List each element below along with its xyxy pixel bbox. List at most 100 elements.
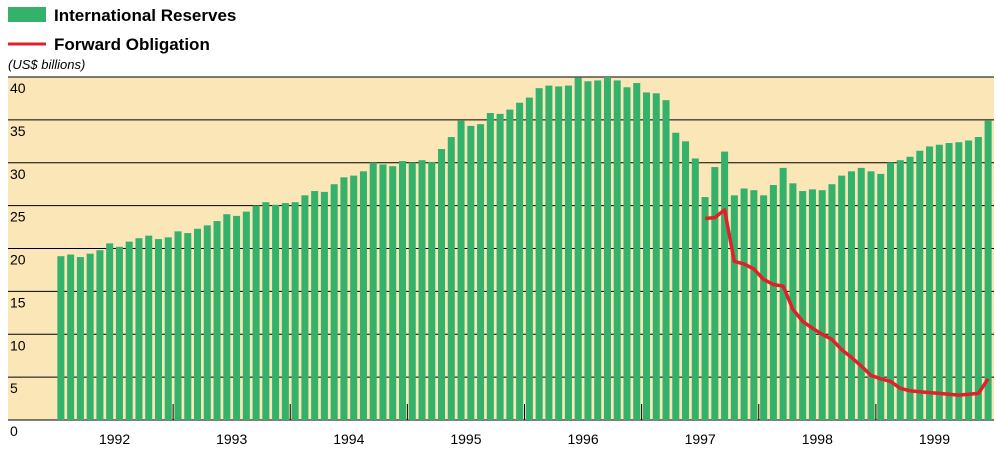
bar (350, 175, 358, 420)
bar (769, 185, 777, 420)
y-tick-label: 35 (10, 123, 26, 139)
bar (57, 256, 65, 420)
x-tick-label: 1996 (567, 431, 598, 447)
bar (555, 86, 563, 421)
y-tick-label: 10 (10, 337, 26, 353)
bar (642, 92, 651, 420)
bar (965, 140, 973, 420)
bar (467, 125, 475, 420)
bar (974, 137, 982, 420)
y-tick-label: 25 (10, 209, 26, 225)
bar (623, 87, 631, 420)
bar (525, 97, 533, 420)
x-tick-label: 1993 (216, 431, 247, 447)
bar (516, 102, 524, 420)
line (704, 208, 990, 397)
bar (740, 188, 748, 420)
bar (379, 164, 387, 420)
y-tick-label: 15 (10, 294, 26, 310)
x-tick-label: 1997 (685, 431, 716, 447)
bar (438, 149, 446, 420)
y-tick-label: 40 (10, 80, 26, 96)
bar (721, 151, 729, 421)
bar (779, 167, 787, 420)
bar (682, 141, 690, 420)
bar (320, 191, 328, 420)
bar (145, 235, 153, 420)
bar (691, 158, 699, 420)
x-tick-label: 1995 (450, 431, 481, 447)
bar (291, 202, 299, 420)
bar (76, 257, 84, 420)
bar (311, 191, 319, 420)
bar (701, 197, 709, 420)
bar (125, 241, 133, 420)
bar (887, 162, 895, 420)
bar (496, 113, 504, 420)
bar (818, 190, 826, 420)
x-tick-label: 1992 (99, 431, 130, 447)
bar (828, 184, 836, 420)
bar (847, 171, 855, 420)
bar (857, 167, 865, 420)
bar (906, 156, 914, 420)
bar (135, 238, 143, 420)
bar (877, 173, 885, 420)
bar (603, 77, 611, 420)
bar (477, 124, 485, 420)
bar (662, 100, 670, 420)
bar (86, 253, 94, 420)
bar (408, 162, 416, 420)
x-tick-label: 1999 (919, 431, 950, 447)
bar (203, 225, 211, 420)
bar (896, 160, 904, 421)
bar (281, 203, 289, 420)
bar (115, 246, 123, 420)
y-tick-label: 20 (10, 252, 26, 268)
x-tick-label: 1994 (333, 431, 364, 447)
bar (867, 171, 875, 420)
bar (955, 142, 963, 421)
bar (233, 215, 241, 420)
bar (252, 205, 260, 420)
bar (106, 243, 114, 420)
bar (574, 77, 582, 421)
y-tick-label: 5 (10, 380, 18, 396)
bar (418, 160, 426, 421)
bar (398, 161, 407, 420)
bar (535, 88, 543, 421)
bar (96, 250, 104, 420)
bar (447, 137, 455, 420)
bar (301, 195, 309, 420)
bar (213, 221, 221, 420)
unit-label: (US$ billions) (8, 57, 85, 72)
bar (633, 83, 641, 420)
bar (672, 132, 680, 421)
bar (808, 189, 816, 420)
y-tick-label: 0 (10, 423, 18, 439)
x-tick-label: 1998 (802, 431, 833, 447)
bar (223, 214, 231, 420)
bar (799, 191, 807, 420)
bar (428, 161, 436, 420)
bar (506, 109, 514, 421)
bar (564, 85, 572, 420)
legend-swatch (8, 7, 46, 22)
bar (760, 195, 768, 420)
bar (730, 195, 738, 420)
legend-label: Forward Obligation (54, 35, 210, 54)
bar (789, 183, 797, 420)
bar (67, 254, 75, 420)
bar (359, 171, 367, 420)
bar (154, 239, 162, 420)
bar (750, 190, 758, 420)
bar (926, 146, 934, 420)
bar (584, 81, 592, 420)
bar (272, 204, 280, 420)
bar (613, 80, 621, 421)
bar (545, 85, 553, 420)
bar (711, 167, 719, 420)
bar (340, 177, 348, 420)
bar (984, 120, 992, 421)
